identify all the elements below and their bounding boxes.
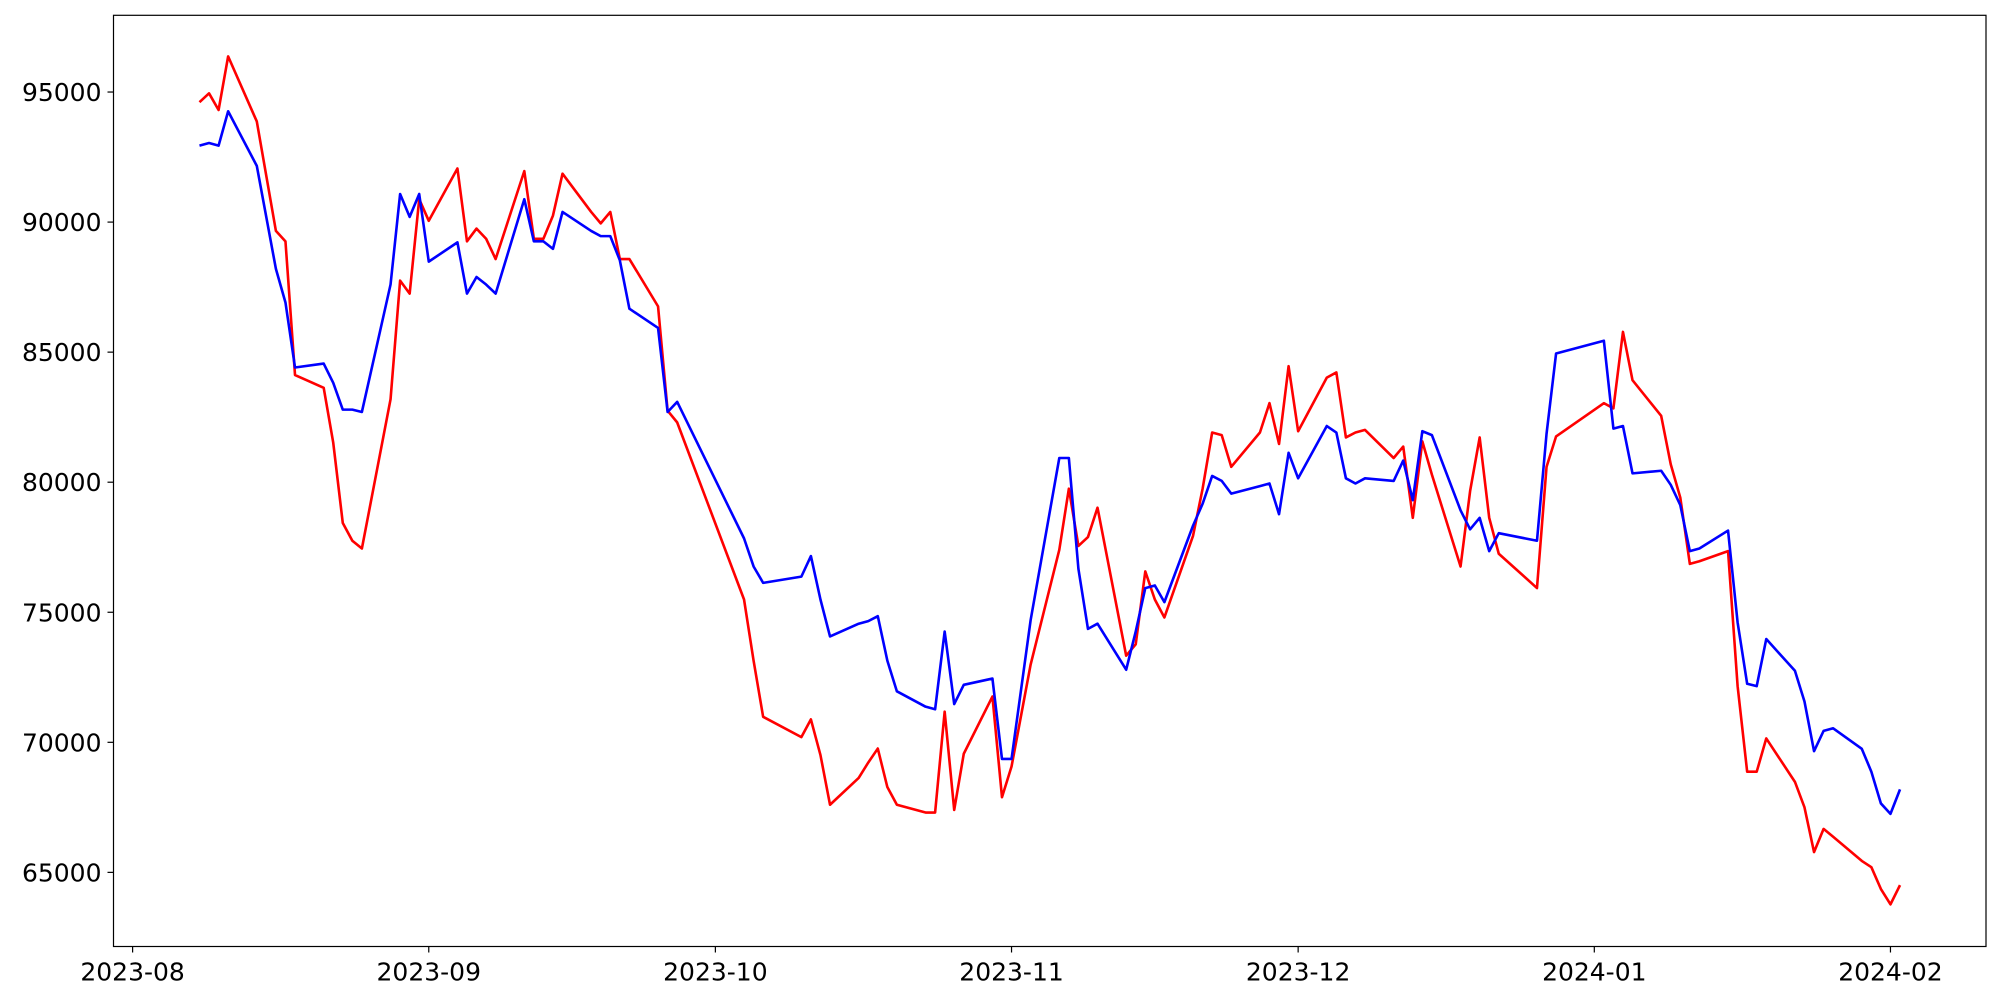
- y-tick-label: 70000: [22, 728, 102, 757]
- series-line: [198, 55, 1902, 906]
- x-tick-label: 2023-09: [377, 958, 481, 987]
- series-line: [199, 109, 1902, 816]
- x-tick-label: 2024-01: [1542, 958, 1646, 987]
- x-tick-label: 2023-12: [1246, 958, 1350, 987]
- x-tick-label: 2023-11: [959, 958, 1063, 987]
- y-tick-label: 75000: [22, 598, 102, 627]
- y-tick-label: 80000: [22, 468, 102, 497]
- x-tick-label: 2023-08: [80, 958, 184, 987]
- x-tick-label: 2024-02: [1838, 958, 1942, 987]
- plot-frame: [112, 14, 1987, 948]
- y-tick-label: 65000: [22, 858, 102, 887]
- x-tick-label: 2023-10: [663, 958, 767, 987]
- y-tick-label: 90000: [22, 208, 102, 237]
- y-tick-label: 85000: [22, 338, 102, 367]
- y-tick-label: 95000: [22, 78, 102, 107]
